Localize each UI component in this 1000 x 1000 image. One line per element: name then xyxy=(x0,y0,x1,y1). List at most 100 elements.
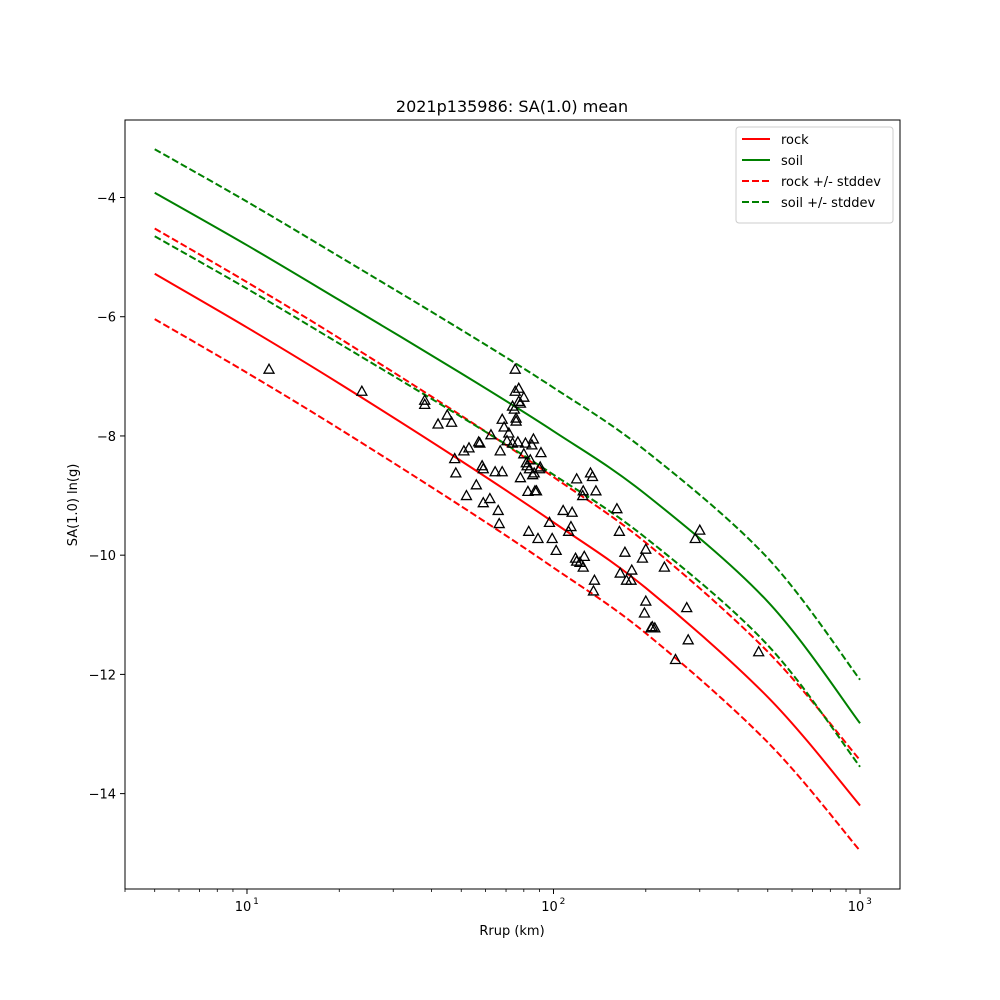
observation-point-59 xyxy=(534,446,548,458)
observation-point-82 xyxy=(614,566,627,578)
series-line-rock-mean-0 xyxy=(154,272,861,807)
legend-label-rock-stddev: rock +/- stddev xyxy=(781,175,881,190)
observation-point-73 xyxy=(577,484,590,496)
observation-point-93 xyxy=(648,621,661,633)
x-tick-exponent: 3 xyxy=(866,897,872,907)
x-tick-label: 10 xyxy=(235,900,252,915)
observation-point-22 xyxy=(493,517,506,529)
observation-point-62 xyxy=(550,544,563,556)
y-tick-label: −14 xyxy=(89,788,116,803)
observation-point-3 xyxy=(418,398,431,410)
observation-point-100 xyxy=(752,645,765,657)
x-tick-label: 10 xyxy=(541,900,558,915)
observation-point-20 xyxy=(489,465,502,477)
observation-point-9 xyxy=(457,444,470,456)
observation-point-61 xyxy=(546,532,559,544)
observation-point-86 xyxy=(625,563,638,575)
y-tick-label: −6 xyxy=(97,311,116,326)
observation-point-48 xyxy=(523,462,536,474)
observation-point-6 xyxy=(445,415,458,427)
observation-point-80 xyxy=(610,502,624,514)
series-line-soil-mean-1 xyxy=(154,191,861,724)
observation-point-49 xyxy=(524,453,537,465)
observation-point-81 xyxy=(613,524,626,536)
observation-point-63 xyxy=(557,504,570,516)
x-tick-exponent: 2 xyxy=(560,897,566,907)
y-tick-label: −10 xyxy=(89,549,116,564)
observation-point-87 xyxy=(636,551,649,563)
series-line-rock-stddev-3 xyxy=(154,318,861,852)
observation-point-24 xyxy=(496,465,509,477)
observation-point-45 xyxy=(520,459,534,471)
observation-point-32 xyxy=(509,384,522,396)
observation-point-46 xyxy=(521,485,535,497)
observation-point-28 xyxy=(502,426,515,438)
observation-point-60 xyxy=(543,516,556,528)
observation-point-4 xyxy=(431,417,445,429)
observation-point-10 xyxy=(460,489,473,501)
x-tick-label: 10 xyxy=(848,900,865,915)
observation-point-16 xyxy=(477,462,490,474)
observation-point-31 xyxy=(508,402,521,414)
observation-point-99 xyxy=(693,523,706,535)
legend-label-soil-stddev: soil +/- stddev xyxy=(781,196,876,211)
y-tick-label: −4 xyxy=(97,191,116,206)
series-line-rock-stddev-2 xyxy=(154,227,861,761)
observation-point-26 xyxy=(498,420,511,432)
observation-point-40 xyxy=(514,471,527,483)
observation-point-7 xyxy=(448,452,461,464)
observation-point-89 xyxy=(639,542,652,554)
observation-point-11 xyxy=(462,441,476,453)
observation-point-21 xyxy=(492,504,505,516)
axes-frame xyxy=(124,119,901,890)
observation-point-95 xyxy=(669,653,682,665)
x-tick-exponent: 1 xyxy=(253,897,259,907)
observation-point-83 xyxy=(618,545,632,557)
legend-label-soil: soil xyxy=(781,154,803,169)
observation-point-42 xyxy=(517,447,530,459)
y-tick-label: −12 xyxy=(89,668,116,683)
observation-point-19 xyxy=(484,428,498,440)
observation-point-55 xyxy=(530,484,543,496)
observation-point-69 xyxy=(570,472,583,484)
observation-point-50 xyxy=(525,438,538,450)
observation-point-97 xyxy=(682,633,695,645)
observation-point-23 xyxy=(494,444,507,456)
legend: rock soil rock +/- stddev soil +/- stddev xyxy=(735,126,894,224)
observation-point-34 xyxy=(509,411,523,423)
observation-point-47 xyxy=(522,524,535,536)
observation-point-66 xyxy=(566,505,579,517)
observation-point-36 xyxy=(511,435,524,447)
observation-point-35 xyxy=(509,414,523,426)
observation-point-1 xyxy=(355,384,368,396)
observation-point-5 xyxy=(441,408,454,420)
observation-point-98 xyxy=(689,532,702,544)
observation-point-41 xyxy=(517,390,530,402)
observation-point-74 xyxy=(578,550,591,562)
observation-point-39 xyxy=(514,396,527,408)
legend-label-rock: rock xyxy=(781,133,809,148)
series-line-soil-stddev-4 xyxy=(154,148,861,681)
observation-point-94 xyxy=(658,560,671,572)
observation-point-90 xyxy=(639,594,652,606)
observation-point-12 xyxy=(470,478,483,490)
observation-point-88 xyxy=(638,606,651,618)
observation-point-70 xyxy=(573,555,587,567)
observation-point-37 xyxy=(512,381,525,393)
observation-point-56 xyxy=(531,532,545,544)
chart-title: 2021p135986: SA(1.0) mean xyxy=(396,97,628,116)
observation-point-18 xyxy=(483,492,496,504)
observation-point-92 xyxy=(646,620,659,632)
observation-point-25 xyxy=(496,412,509,424)
y-axis-label: SA(1.0) ln(g) xyxy=(66,464,81,547)
y-tick-label: −8 xyxy=(97,430,116,445)
observation-point-85 xyxy=(624,573,638,585)
observation-point-2 xyxy=(418,393,431,405)
x-axis-label: Rrup (km) xyxy=(479,924,544,939)
observation-point-78 xyxy=(588,573,601,585)
observation-point-72 xyxy=(577,560,590,572)
observation-point-0 xyxy=(262,362,276,374)
plot-area xyxy=(154,148,861,852)
